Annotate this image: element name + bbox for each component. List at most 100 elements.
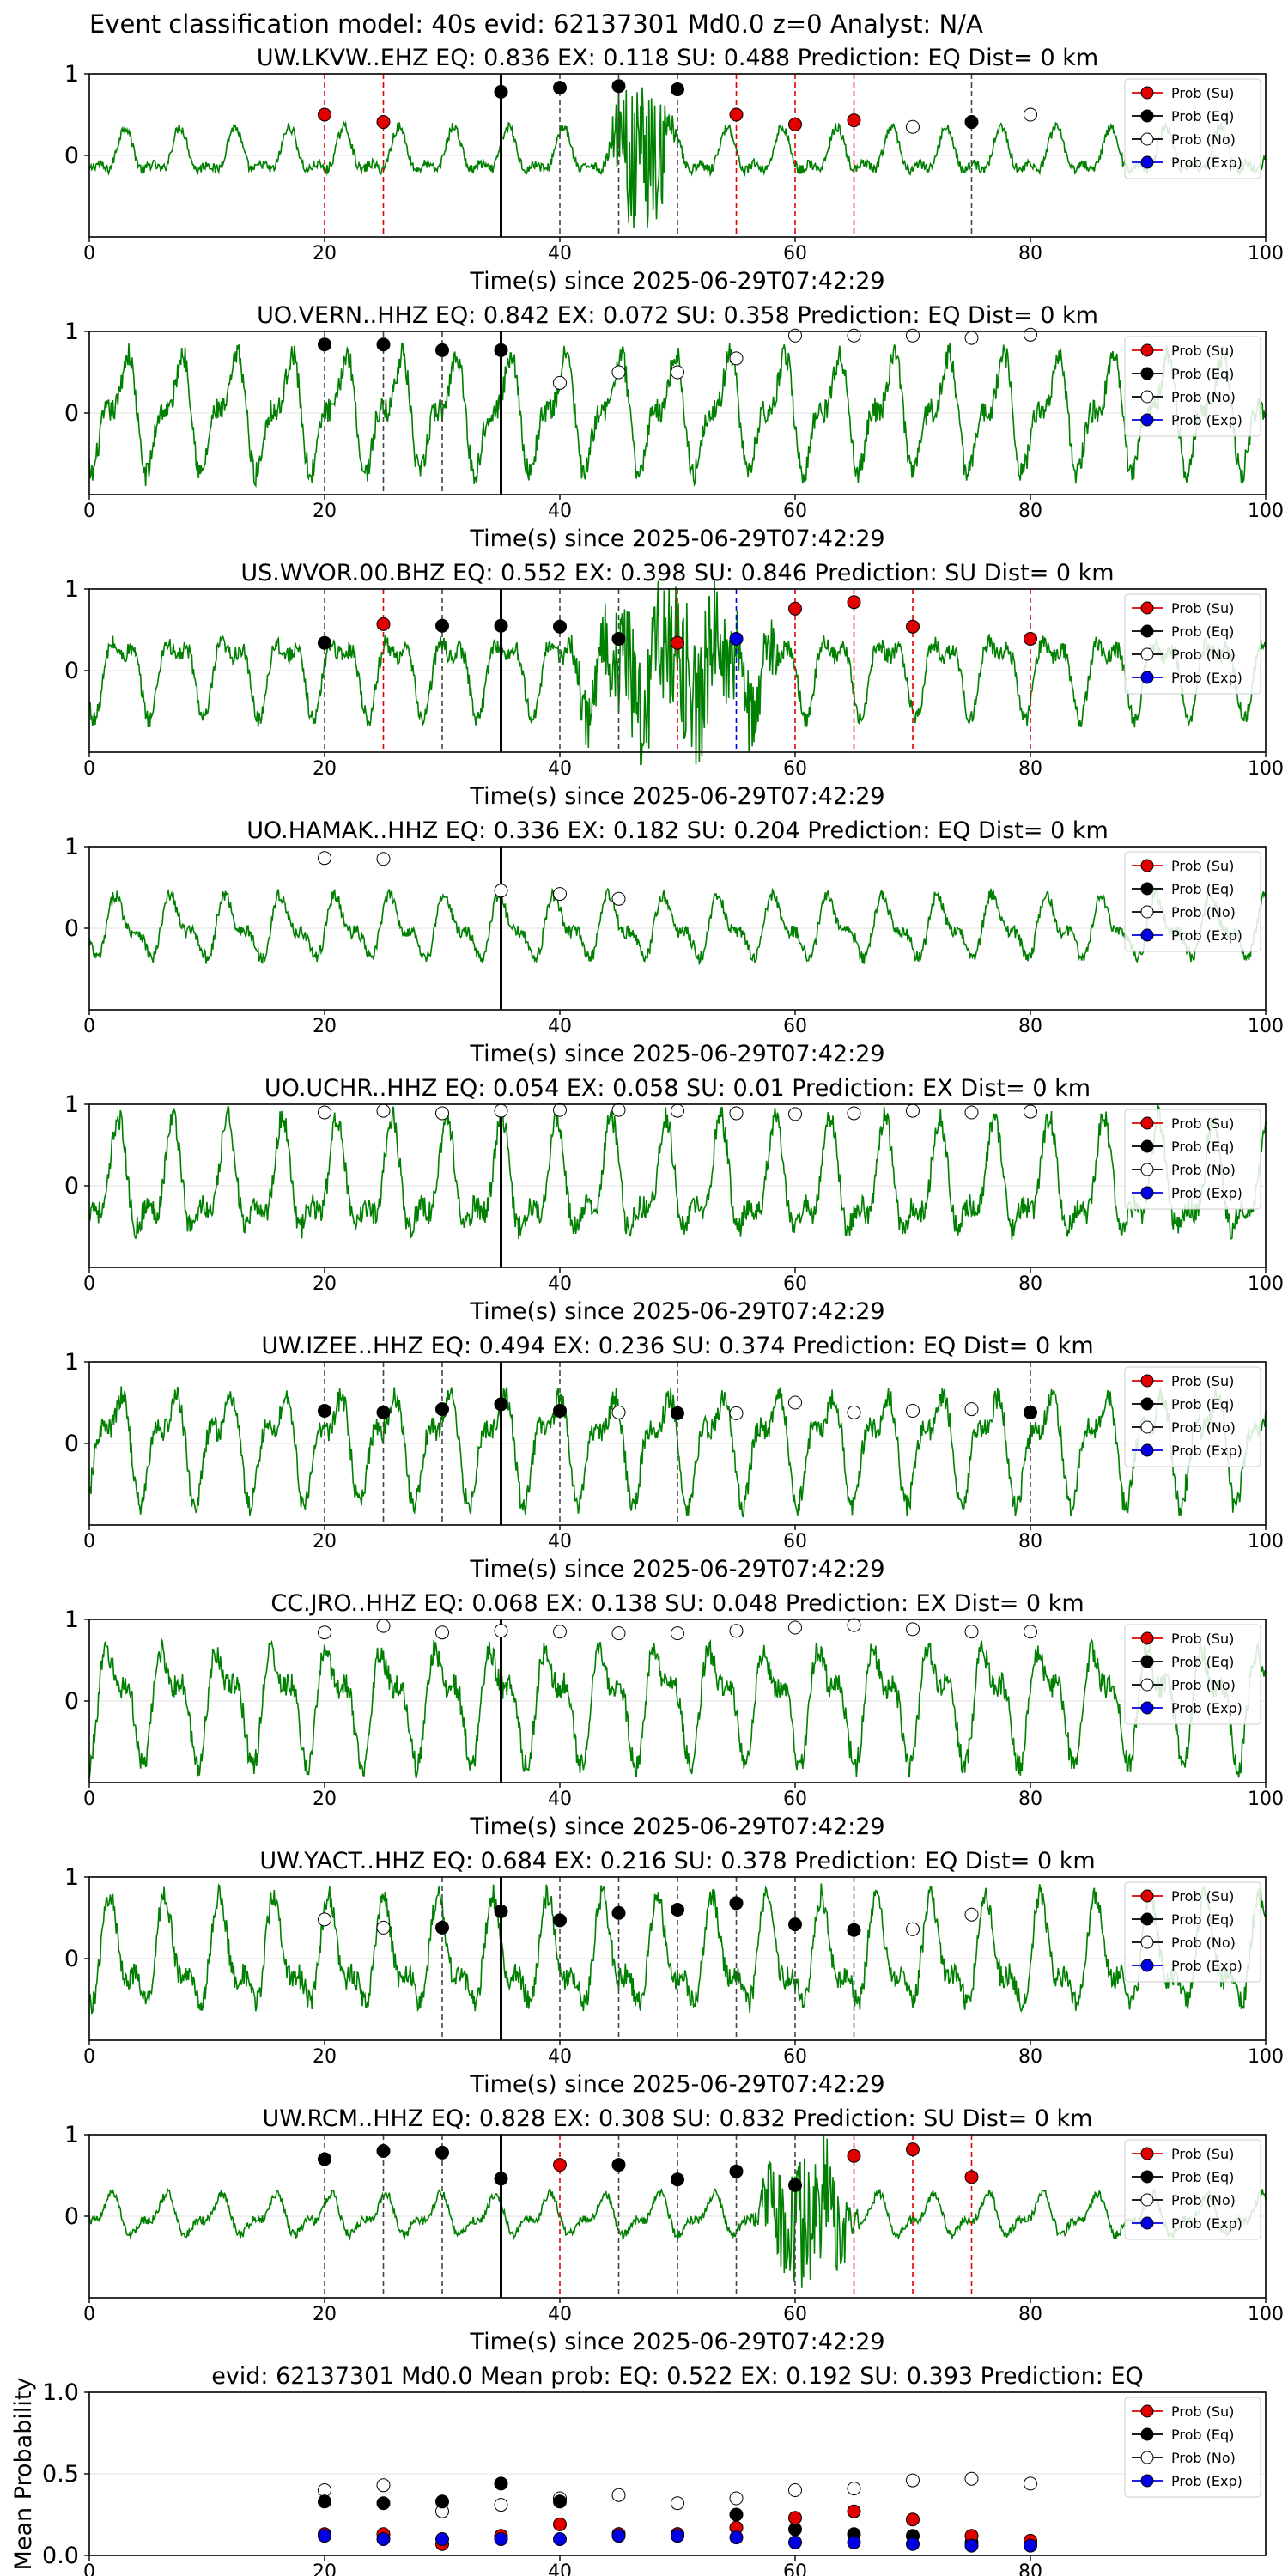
point-prob-exp xyxy=(318,2529,331,2543)
x-tick-label: 60 xyxy=(783,2561,807,2576)
legend-label: Prob (Exp) xyxy=(1171,2473,1242,2489)
point-prob-no xyxy=(729,2491,744,2506)
point-prob-su xyxy=(906,2142,920,2157)
x-tick-label: 20 xyxy=(313,2304,337,2325)
legend-label: Prob (No) xyxy=(1171,1419,1236,1436)
legend: Prob (Su) Prob (Eq) Prob (No) Prob (Exp) xyxy=(1124,78,1261,179)
legend-label: Prob (Eq) xyxy=(1171,1139,1234,1155)
point-prob-eq xyxy=(611,2158,626,2172)
point-prob-no xyxy=(611,891,626,906)
x-tick-label: 100 xyxy=(1248,1016,1284,1037)
point-prob-no xyxy=(318,1912,331,1927)
point-prob-eq xyxy=(318,635,331,650)
legend-label: Prob (Exp) xyxy=(1171,670,1242,686)
point-prob-no xyxy=(847,2482,861,2496)
x-tick-label: 60 xyxy=(783,1789,807,1810)
y-tick-label: 1 xyxy=(64,1607,79,1633)
point-prob-no xyxy=(318,1105,331,1120)
legend-marker xyxy=(1140,390,1154,404)
legend-label: Prob (Su) xyxy=(1171,1888,1234,1905)
x-tick-label: 60 xyxy=(783,2304,807,2325)
x-tick-label: 40 xyxy=(548,2304,572,2325)
x-tick-label: 80 xyxy=(1018,501,1042,522)
legend-label: Prob (Su) xyxy=(1171,858,1234,874)
point-prob-no xyxy=(494,1624,508,1638)
x-tick-label: 100 xyxy=(1248,2046,1284,2068)
chart-panel-1: UW.LKVW..EHZ EQ: 0.836 EX: 0.118 SU: 0.4… xyxy=(64,45,1284,295)
panel-title: UO.HAMAK..HHZ EQ: 0.336 EX: 0.182 SU: 0.… xyxy=(246,817,1109,844)
point-prob-no xyxy=(553,887,567,902)
legend-label: Prob (No) xyxy=(1171,389,1236,405)
x-tick-label: 40 xyxy=(548,1789,572,1810)
x-tick-label: 20 xyxy=(313,1789,337,1810)
point-prob-eq xyxy=(553,1404,567,1418)
legend-box xyxy=(1124,336,1261,437)
x-tick-label: 0 xyxy=(83,243,95,264)
y-tick-label: 1 xyxy=(64,1864,79,1891)
x-tick-label: 100 xyxy=(1248,1531,1284,1552)
x-tick-label: 40 xyxy=(548,501,572,522)
point-prob-no xyxy=(906,1404,920,1418)
suptitle: Event classification model: 40s evid: 62… xyxy=(89,9,983,39)
legend-box xyxy=(1124,2139,1261,2240)
y-tick-label: 1 xyxy=(64,834,79,860)
point-prob-su xyxy=(847,113,861,128)
point-prob-eq xyxy=(729,2507,744,2522)
point-prob-exp xyxy=(906,2537,920,2551)
y-tick-label: 1 xyxy=(64,1349,79,1376)
panels: UW.LKVW..EHZ EQ: 0.836 EX: 0.118 SU: 0.4… xyxy=(10,45,1284,2576)
point-prob-no xyxy=(318,1625,331,1640)
legend-marker xyxy=(1140,1186,1154,1200)
legend: Prob (Su) Prob (Eq) Prob (No) Prob (Exp) xyxy=(1124,336,1261,437)
y-tick-label: 0 xyxy=(64,1431,79,1457)
point-prob-eq xyxy=(376,2496,391,2511)
legend-marker xyxy=(1140,671,1154,684)
legend-marker xyxy=(1140,86,1154,100)
point-prob-no xyxy=(671,2496,684,2511)
waveform-trace xyxy=(88,1103,1267,1240)
legend-marker xyxy=(1140,1678,1154,1692)
point-prob-su xyxy=(553,2517,567,2531)
point-prob-no xyxy=(1024,327,1037,342)
legend-label: Prob (No) xyxy=(1171,647,1236,663)
panel-title: UW.LKVW..EHZ EQ: 0.836 EX: 0.118 SU: 0.4… xyxy=(257,45,1098,71)
point-prob-su xyxy=(847,595,861,610)
point-prob-no xyxy=(847,1618,861,1632)
y-tick-label: 0 xyxy=(64,658,79,684)
legend-box xyxy=(1124,78,1261,179)
point-prob-eq xyxy=(435,1402,449,1417)
x-tick-label: 40 xyxy=(548,243,572,264)
legend-label: Prob (No) xyxy=(1171,904,1236,920)
point-prob-eq xyxy=(553,81,567,95)
point-prob-eq xyxy=(376,2144,391,2158)
legend-marker xyxy=(1140,1116,1154,1130)
panel-title: UO.VERN..HHZ EQ: 0.842 EX: 0.072 SU: 0.3… xyxy=(257,302,1098,329)
point-prob-su xyxy=(847,2148,861,2163)
x-tick-label: 80 xyxy=(1018,243,1042,264)
legend-label: Prob (Su) xyxy=(1171,343,1234,359)
x-tick-label: 60 xyxy=(783,1273,807,1295)
y-tick-label: 1 xyxy=(64,61,79,88)
x-tick-label: 20 xyxy=(313,2561,337,2576)
point-prob-eq xyxy=(611,1905,626,1920)
x-tick-label: 80 xyxy=(1018,2561,1042,2576)
legend-marker xyxy=(1140,1959,1154,1972)
point-prob-exp xyxy=(671,2529,684,2543)
point-prob-no xyxy=(1024,107,1037,122)
legend-marker xyxy=(1140,2474,1154,2488)
legend-marker xyxy=(1140,2427,1154,2441)
panel-title: UW.RCM..HHZ EQ: 0.828 EX: 0.308 SU: 0.83… xyxy=(263,2105,1093,2132)
point-prob-eq xyxy=(435,1920,449,1935)
point-prob-no xyxy=(906,328,920,343)
legend-label: Prob (No) xyxy=(1171,2450,1236,2466)
legend-label: Prob (Eq) xyxy=(1171,1911,1234,1928)
point-prob-eq xyxy=(788,2178,802,2192)
legend-marker xyxy=(1140,2170,1154,2184)
point-prob-exp xyxy=(611,2529,626,2543)
legend-label: Prob (No) xyxy=(1171,1935,1236,1951)
legend-marker xyxy=(1140,1889,1154,1903)
point-prob-no xyxy=(1024,1625,1037,1639)
x-tick-label: 0 xyxy=(83,758,95,780)
legend-marker xyxy=(1140,109,1154,123)
